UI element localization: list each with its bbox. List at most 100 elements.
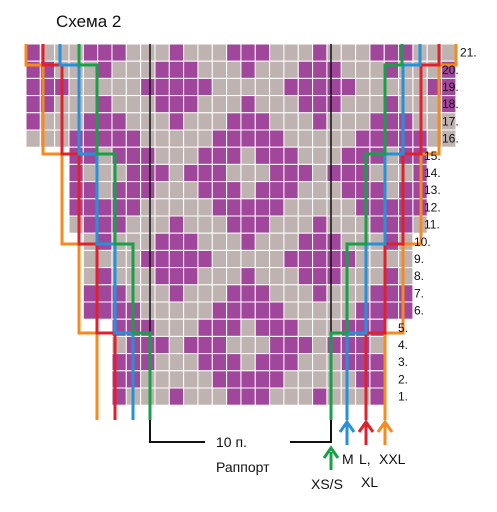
chart-cell: [254, 301, 271, 320]
chart-cell: [283, 146, 299, 165]
chart-cell: [211, 335, 228, 355]
chart-cell: [154, 370, 170, 389]
chart-cell: [283, 301, 299, 320]
chart-cell: [154, 129, 170, 148]
chart-cell: [226, 43, 242, 62]
chart-cell: [369, 43, 385, 62]
chart-cell: [140, 249, 156, 269]
chart-cell: [340, 60, 357, 79]
chart-cell: [254, 284, 271, 303]
chart-cell: [369, 335, 385, 355]
chart-cell: [369, 267, 385, 286]
chart-cell: [254, 318, 271, 337]
chart-cell: [154, 267, 170, 286]
chart-cell: [168, 249, 185, 269]
chart-cell: [355, 353, 371, 372]
outline-l-right: [364, 44, 441, 420]
chart-cell: [297, 335, 314, 355]
chart-cell: [240, 215, 256, 234]
chart-cell: [269, 267, 285, 286]
chart-cell: [240, 353, 256, 372]
chart-cell: [340, 77, 357, 97]
outline-xxl-right: [383, 44, 458, 420]
chart-cell: [269, 335, 285, 355]
chart-cell: [168, 60, 185, 79]
chart-cell: [283, 43, 299, 62]
chart-cell: [312, 232, 328, 251]
chart-cell: [283, 370, 299, 389]
chart-cell: [269, 249, 285, 269]
chart-cell: [312, 267, 328, 286]
chart-cell: [154, 387, 170, 406]
chart-cell: [326, 370, 342, 389]
chart-cell: [269, 284, 285, 303]
chart-cell: [297, 249, 314, 269]
chart-cell: [297, 95, 314, 114]
chart-cell: [297, 284, 314, 303]
chart-cell: [355, 249, 371, 269]
chart-cell: [97, 129, 113, 148]
row-label: 19.: [442, 80, 459, 94]
chart-cell: [283, 335, 299, 355]
chart-cell: [326, 284, 342, 303]
chart-cell: [154, 284, 170, 303]
chart-cell: [211, 370, 228, 389]
chart-cell: [140, 198, 156, 217]
chart-cell: [297, 129, 314, 148]
row-label: 7.: [414, 286, 424, 300]
chart-cell: [326, 198, 342, 217]
chart-cell: [211, 77, 228, 97]
chart-cell: [68, 95, 84, 114]
chart-cell: [326, 146, 342, 165]
chart-cell: [369, 353, 385, 372]
row-label: 18.: [442, 97, 459, 111]
chart-cell: [254, 112, 271, 131]
chart-cell: [297, 215, 314, 234]
chart-cell: [211, 267, 228, 286]
chart-cell: [355, 370, 371, 389]
chart-cell: [398, 163, 414, 183]
chart-cell: [312, 215, 328, 234]
chart-cell: [125, 95, 142, 114]
chart-cell: [297, 301, 314, 320]
chart-cell: [355, 387, 371, 406]
outline-xs-s-left: [77, 44, 152, 420]
chart-cell: [226, 335, 242, 355]
chart-cell: [398, 301, 414, 320]
chart-cell: [211, 95, 228, 114]
chart-cell: [226, 267, 242, 286]
chart-cell: [312, 146, 328, 165]
chart-cell: [297, 112, 314, 131]
chart-cell: [340, 95, 357, 114]
chart-cell: [340, 163, 357, 183]
chart-cell: [68, 146, 84, 165]
chart-cell: [168, 318, 185, 337]
chart-cell: [240, 267, 256, 286]
chart-cell: [183, 163, 199, 183]
chart-cell: [240, 370, 256, 389]
chart-cell: [82, 43, 99, 62]
chart-cell: [183, 284, 199, 303]
chart-cell: [154, 60, 170, 79]
row-label: 10.: [414, 235, 431, 249]
chart-cell: [154, 95, 170, 114]
chart-cell: [211, 181, 228, 200]
chart-cell: [326, 215, 342, 234]
chart-cell: [197, 370, 213, 389]
chart-cell: [369, 60, 385, 79]
chart-cell: [269, 112, 285, 131]
chart-cell: [297, 318, 314, 337]
chart-cell: [340, 198, 357, 217]
chart-cell: [283, 284, 299, 303]
chart-cell: [140, 267, 156, 286]
chart-cell: [283, 198, 299, 217]
chart-cell: [340, 215, 357, 234]
chart-cell: [283, 60, 299, 79]
chart-cell: [355, 215, 371, 234]
chart-cell: [68, 77, 84, 97]
chart-cell: [297, 146, 314, 165]
chart-cell: [226, 301, 242, 320]
chart-cell: [312, 60, 328, 79]
chart-cell: [312, 163, 328, 183]
row-label: 21.: [460, 46, 477, 60]
